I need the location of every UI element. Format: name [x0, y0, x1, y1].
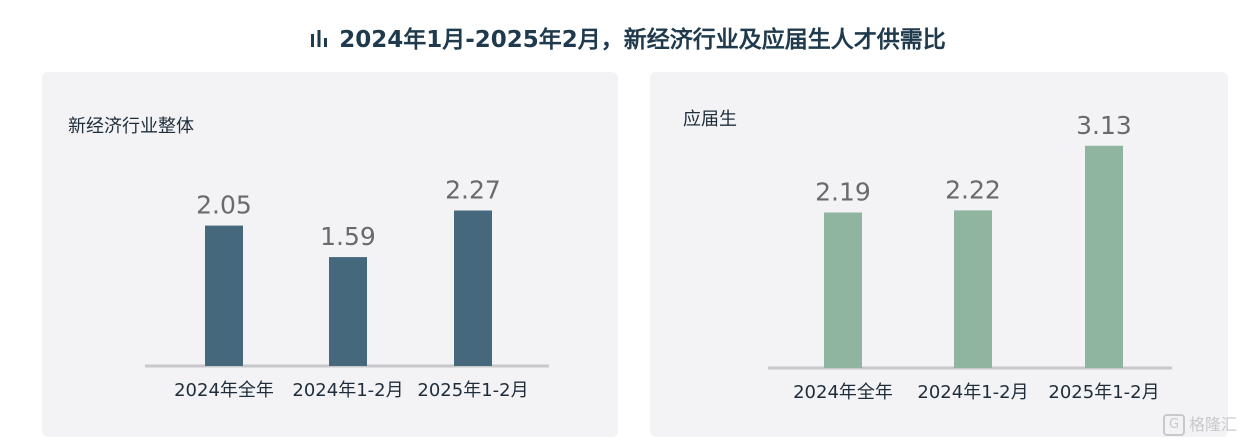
x-tick-label: 2024年全年 — [174, 380, 274, 401]
data-label: 3.13 — [1076, 111, 1132, 140]
bar — [824, 212, 862, 368]
bar — [329, 257, 367, 366]
chart-title: 应届生 — [683, 109, 737, 130]
chart-panel-graduates: 应届生 2.19 2024年全年 2.22 2024年1-2月 3.13 2025年1-2… — [650, 72, 1228, 437]
watermark-text: 格隆汇 — [1188, 414, 1237, 434]
data-label: 1.59 — [320, 222, 376, 251]
x-tick-label: 2025年1-2月 — [417, 380, 528, 401]
logo-icon: G — [1162, 414, 1185, 436]
x-tick-label: 2024年全年 — [793, 382, 893, 403]
data-label: 2.05 — [196, 191, 252, 220]
page-title: 2024年1月-2025年2月，新经济行业及应届生人才供需比 — [0, 20, 1255, 55]
bar — [454, 210, 492, 366]
data-label: 2.22 — [945, 175, 1001, 204]
data-label: 2.19 — [815, 178, 871, 207]
watermark: G 格隆汇 — [1162, 411, 1237, 436]
bar — [205, 225, 243, 366]
page-title-text: 2024年1月-2025年2月，新经济行业及应届生人才供需比 — [339, 27, 946, 53]
data-label: 2.27 — [445, 176, 501, 205]
x-tick-label: 2025年1-2月 — [1048, 382, 1159, 403]
x-tick-label: 2024年1-2月 — [292, 380, 403, 401]
chart-panel-new-economy: 新经济行业整体 2.05 2024年全年 1.59 2024年1-2月 2.27 2025… — [42, 72, 618, 437]
bar — [1085, 145, 1123, 368]
bar-chart-graduates: 2.19 2024年全年 2.22 2024年1-2月 3.13 2025年1-2月 — [768, 111, 1172, 403]
bar — [954, 210, 992, 368]
bar-chart-icon — [309, 29, 329, 55]
chart-title: 新经济行业整体 — [68, 116, 194, 137]
x-tick-label: 2024年1-2月 — [917, 382, 1028, 403]
bar-chart-new-economy: 2.05 2024年全年 1.59 2024年1-2月 2.27 2025年1-2月 — [145, 176, 549, 401]
